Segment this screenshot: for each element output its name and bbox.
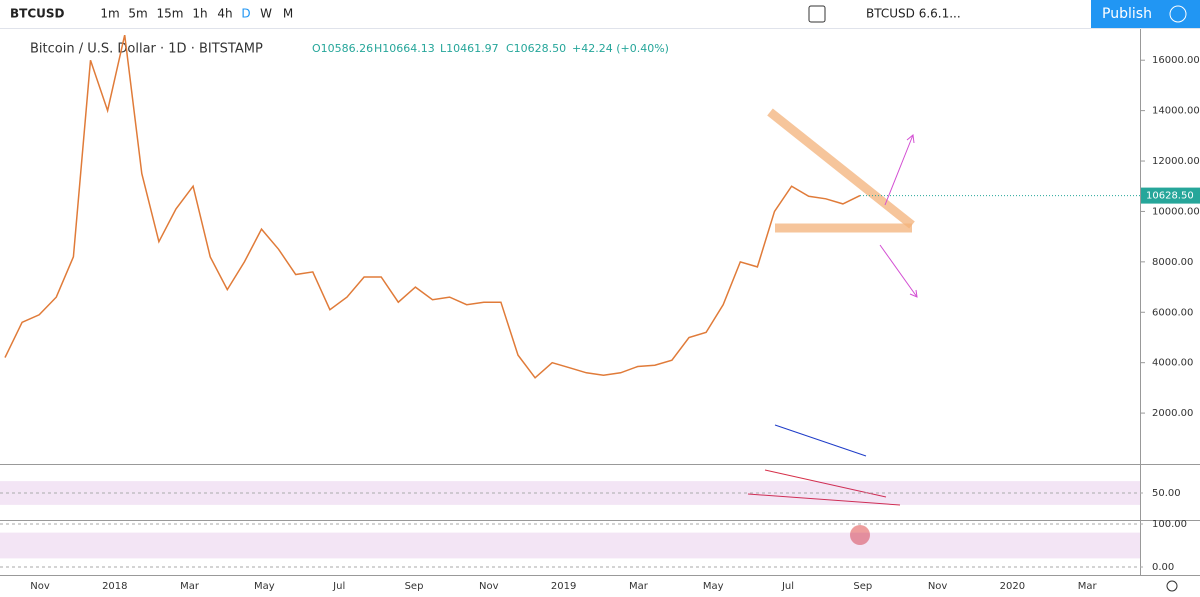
rsi-trendline bbox=[747, 493, 901, 506]
triangle-upper bbox=[767, 108, 915, 229]
legend-low: L10461.97 bbox=[440, 42, 499, 55]
drawings bbox=[747, 108, 918, 545]
y-tick-label: 4000.00 bbox=[1152, 358, 1193, 369]
y-tick-label: 14000.00 bbox=[1152, 106, 1200, 117]
x-tick-label: May bbox=[703, 581, 724, 592]
x-tick-label: Jul bbox=[781, 581, 794, 592]
x-tick-label: 2019 bbox=[551, 581, 576, 592]
x-tick-label: Mar bbox=[629, 581, 649, 592]
legend-close: C10628.50 bbox=[506, 42, 566, 55]
interval-button[interactable]: 1m bbox=[100, 7, 119, 21]
interval-button[interactable]: 1h bbox=[192, 7, 207, 21]
highlight-circle bbox=[850, 525, 870, 545]
interval-button[interactable]: W bbox=[260, 7, 272, 21]
x-tick-label: Mar bbox=[180, 581, 200, 592]
arrow-down bbox=[879, 244, 918, 298]
stochastic-band bbox=[0, 532, 1140, 559]
x-tick-label: 2018 bbox=[102, 581, 127, 592]
x-tick-label: Sep bbox=[853, 581, 872, 592]
interval-button[interactable]: M bbox=[283, 7, 293, 21]
arrow-head bbox=[906, 134, 915, 144]
symbol[interactable]: BTCUSD bbox=[10, 7, 65, 21]
x-tick-label: 2020 bbox=[1000, 581, 1025, 592]
last-price-label: 10628.50 bbox=[1146, 191, 1194, 202]
y-tick-label: 0.00 bbox=[1152, 562, 1174, 573]
legend-open: O10586.26 bbox=[312, 42, 373, 55]
interval-button[interactable]: 15m bbox=[157, 7, 184, 21]
volume-trendline bbox=[774, 424, 867, 457]
legend-title: Bitcoin / U.S. Dollar · 1D · BITSTAMP bbox=[30, 42, 263, 57]
arrow-up bbox=[884, 134, 914, 206]
x-tick-label: May bbox=[254, 581, 275, 592]
x-tick-label: Nov bbox=[30, 581, 50, 592]
settings-icon[interactable] bbox=[1166, 580, 1178, 592]
publish-icon[interactable] bbox=[1169, 5, 1187, 23]
interval-button[interactable]: D bbox=[241, 7, 250, 21]
interval-button[interactable]: 5m bbox=[128, 7, 147, 21]
y-tick-label: 100.00 bbox=[1152, 519, 1187, 530]
toolbar bbox=[0, 0, 1200, 28]
x-tick-label: Sep bbox=[405, 581, 424, 592]
publish-button[interactable] bbox=[1091, 0, 1200, 28]
x-tick-label: Jul bbox=[332, 581, 345, 592]
y-tick-label: 6000.00 bbox=[1152, 307, 1193, 318]
y-tick-label: 10000.00 bbox=[1152, 206, 1200, 217]
y-tick-label: 12000.00 bbox=[1152, 156, 1200, 167]
legend-change: +42.24 (+0.40%) bbox=[572, 42, 669, 55]
last-price-badge bbox=[1141, 187, 1200, 204]
y-tick-label: 50.00 bbox=[1152, 488, 1181, 499]
x-tick-label: Nov bbox=[928, 581, 948, 592]
y-tick-label: 2000.00 bbox=[1152, 408, 1193, 419]
interval-button[interactable]: 4h bbox=[217, 7, 232, 21]
arrow-head bbox=[909, 289, 918, 298]
y-tick-label: 16000.00 bbox=[1152, 55, 1200, 66]
price-line bbox=[4, 35, 861, 379]
layout-name[interactable]: BTCUSD 6.6.1... bbox=[866, 7, 961, 21]
legend-high: H10664.13 bbox=[374, 42, 435, 55]
y-tick-label: 8000.00 bbox=[1152, 257, 1193, 268]
x-tick-label: Mar bbox=[1078, 581, 1098, 592]
publish-label[interactable]: Publish bbox=[1102, 6, 1152, 22]
compare-button[interactable] bbox=[808, 5, 826, 23]
x-tick-label: Nov bbox=[479, 581, 499, 592]
